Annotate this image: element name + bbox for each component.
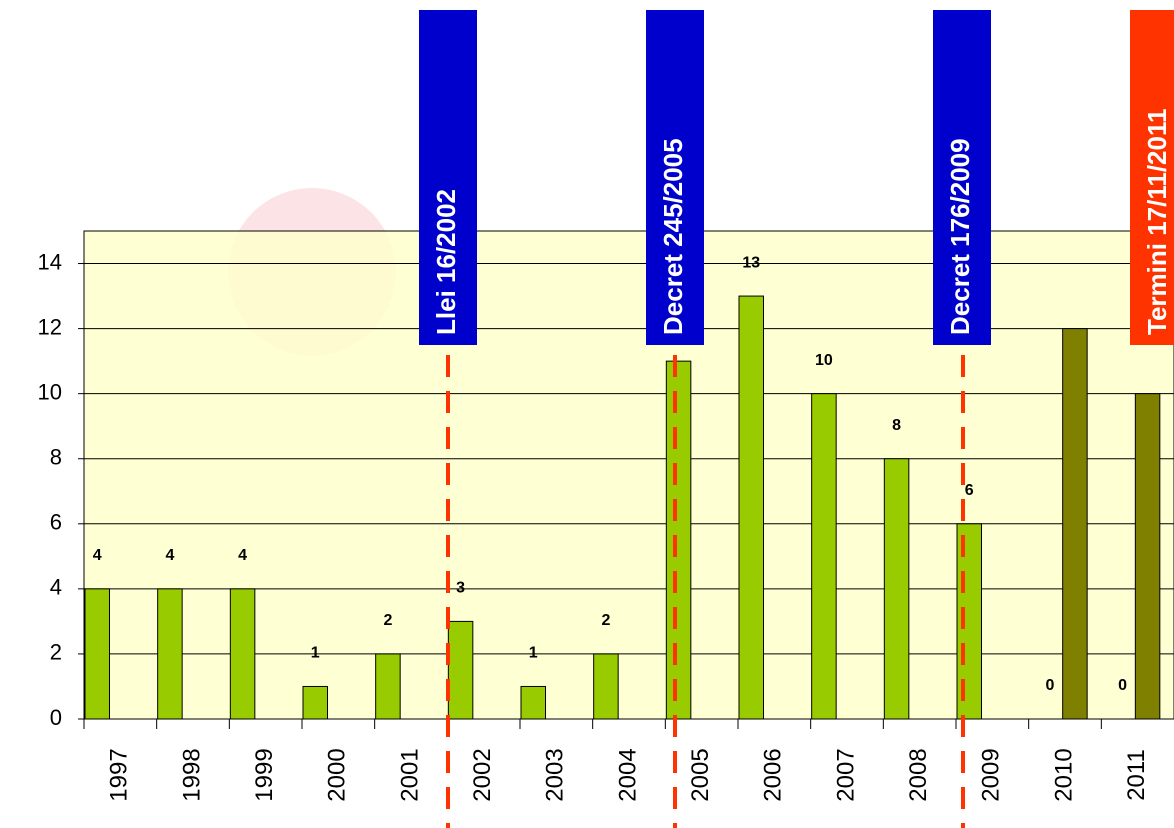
y-tick-label: 6 [50, 510, 62, 535]
y-tick-label: 4 [50, 575, 62, 600]
x-tick-label: 2008 [905, 748, 932, 801]
y-tick-label: 14 [38, 249, 62, 274]
x-tick-label: 2000 [324, 748, 351, 801]
y-tick-label: 2 [50, 640, 62, 665]
bar [956, 523, 982, 720]
x-tick-label: 2011 [1123, 749, 1150, 801]
data-label: 4 [238, 547, 247, 564]
data-label: 4 [165, 547, 174, 564]
bar [738, 295, 764, 720]
event-box [419, 10, 477, 345]
data-label: 8 [892, 417, 901, 434]
data-label: 1 [529, 645, 538, 662]
event-label: Termini 17/11/2011 [1142, 109, 1172, 335]
event-box [933, 10, 991, 345]
x-tick-label: 2007 [832, 748, 859, 801]
event-label: Decret 245/2005 [658, 138, 688, 335]
bar [883, 458, 910, 720]
bar [665, 360, 692, 720]
y-tick-label: 0 [50, 705, 62, 730]
x-tick-label: 2002 [469, 748, 496, 801]
data-label: 2 [383, 612, 392, 629]
data-label: 1 [311, 645, 320, 662]
x-tick-label: 1998 [178, 748, 205, 801]
x-tick-label: 1997 [106, 748, 133, 801]
event-box [1130, 10, 1174, 345]
data-label: 4 [93, 547, 102, 564]
event-label: Decret 176/2009 [945, 138, 975, 335]
event-box [646, 10, 704, 345]
y-tick-label: 12 [38, 314, 62, 339]
event-label: Llei 16/2002 [431, 189, 461, 335]
x-tick-label: 2004 [614, 748, 641, 801]
x-tick-label: 2001 [396, 748, 423, 801]
x-tick-label: 2009 [978, 748, 1005, 801]
data-label: 13 [742, 254, 760, 271]
bar [157, 588, 183, 720]
bar [520, 685, 546, 720]
bar [375, 653, 401, 720]
y-tick-label: 8 [50, 445, 62, 470]
data-label: 10 [815, 352, 833, 369]
x-tick-label: 2003 [542, 748, 569, 801]
data-label: 3 [456, 580, 465, 597]
bar [84, 588, 110, 720]
data-label: 2 [601, 612, 610, 629]
x-tick-label: 2010 [1050, 748, 1077, 801]
bar [1062, 328, 1088, 720]
data-label: 6 [965, 482, 974, 499]
x-tick-label: 2005 [687, 748, 714, 801]
data-label: 0 [1118, 677, 1127, 694]
bar [302, 685, 328, 720]
x-tick-label: 2006 [760, 748, 787, 801]
bar [593, 653, 619, 720]
x-tick-label: 1999 [251, 748, 278, 801]
y-tick-label: 10 [38, 379, 62, 404]
bar [811, 393, 837, 720]
bar [1134, 393, 1161, 720]
plot-area [83, 230, 1174, 720]
data-label: 0 [1045, 677, 1054, 694]
bar [229, 588, 256, 720]
bar [447, 620, 474, 720]
